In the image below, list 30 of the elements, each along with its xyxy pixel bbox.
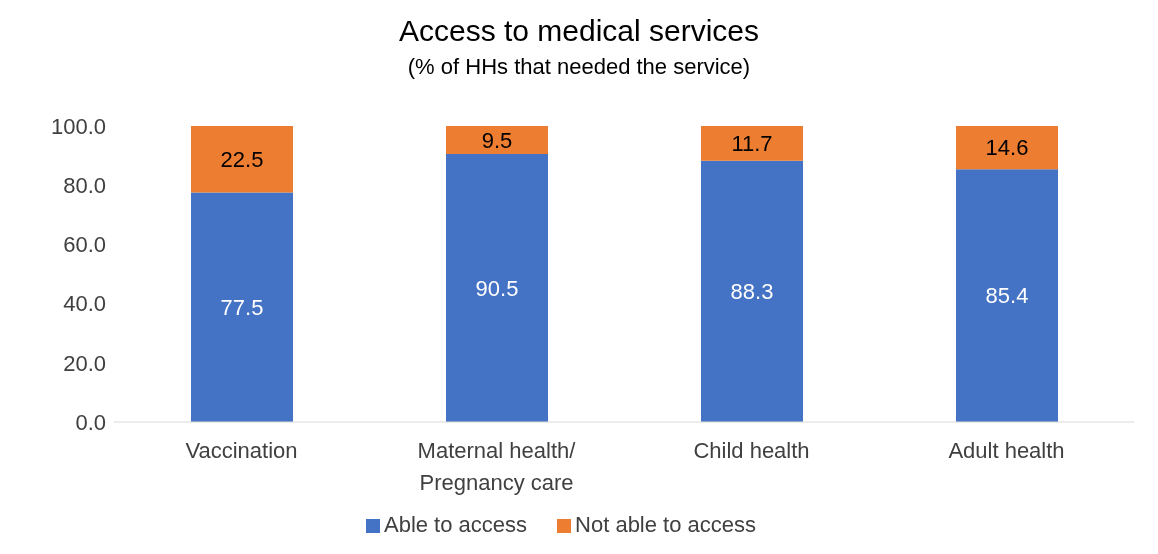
bar [701,126,803,161]
data-label: 85.4 [985,283,1029,309]
y-tick-label: 40.0 [63,291,106,317]
bar [191,126,293,193]
x-tick-label: Adult health [948,438,1065,463]
x-tick-label: Vaccination [185,438,298,463]
data-label: 90.5 [475,275,519,301]
x-tick-label: Maternal health/ Pregnancy care [417,438,577,495]
y-tick-label: 0.0 [75,409,106,435]
bar [446,126,548,155]
bar [956,169,1058,422]
data-label: 77.5 [220,295,264,321]
data-label: 88.3 [730,279,774,305]
y-tick-label: 20.0 [63,350,106,376]
chart-title: Access to medical services [397,13,761,49]
legend-label: Not able to access [575,512,757,537]
bar [446,154,548,422]
legend-label: Able to access [383,512,528,537]
bar [191,192,293,422]
data-label: 22.5 [220,147,264,173]
chart-subtitle: (% of HHs that needed the service) [406,53,752,81]
data-label: 9.5 [481,127,513,153]
y-tick-label: 100.0 [50,113,106,139]
bar [701,160,803,422]
y-tick-label: 60.0 [63,232,106,258]
data-label: 11.7 [731,131,773,157]
data-label: 14.6 [985,135,1029,161]
bar [956,126,1058,170]
y-tick-label: 80.0 [63,173,106,199]
x-tick-label: Child health [693,438,810,463]
